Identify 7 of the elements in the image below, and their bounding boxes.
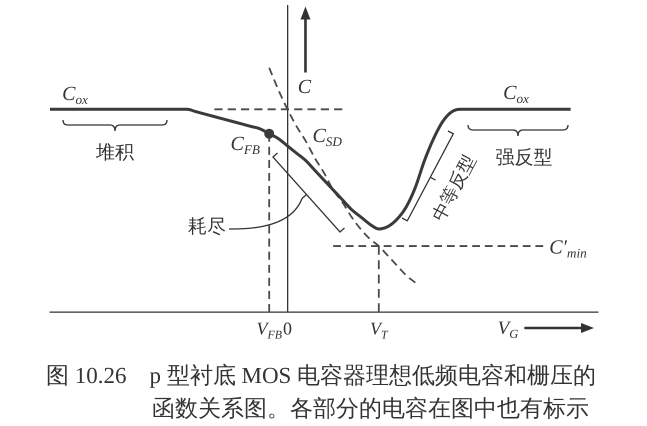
caption: 图 10.26 p 型衬底 MOS 电容器理想低频电容和栅压的函数关系图。各部分的电容在图中也有标示 — [46, 362, 598, 423]
annotation: 强反型 — [496, 147, 552, 168]
x-tick-label: 0 — [282, 318, 292, 339]
annotation: 耗尽 — [188, 216, 226, 238]
annotation: 中等反型 — [428, 151, 480, 224]
y-axis-title: C — [298, 76, 312, 98]
annotation: 堆积 — [95, 142, 134, 164]
